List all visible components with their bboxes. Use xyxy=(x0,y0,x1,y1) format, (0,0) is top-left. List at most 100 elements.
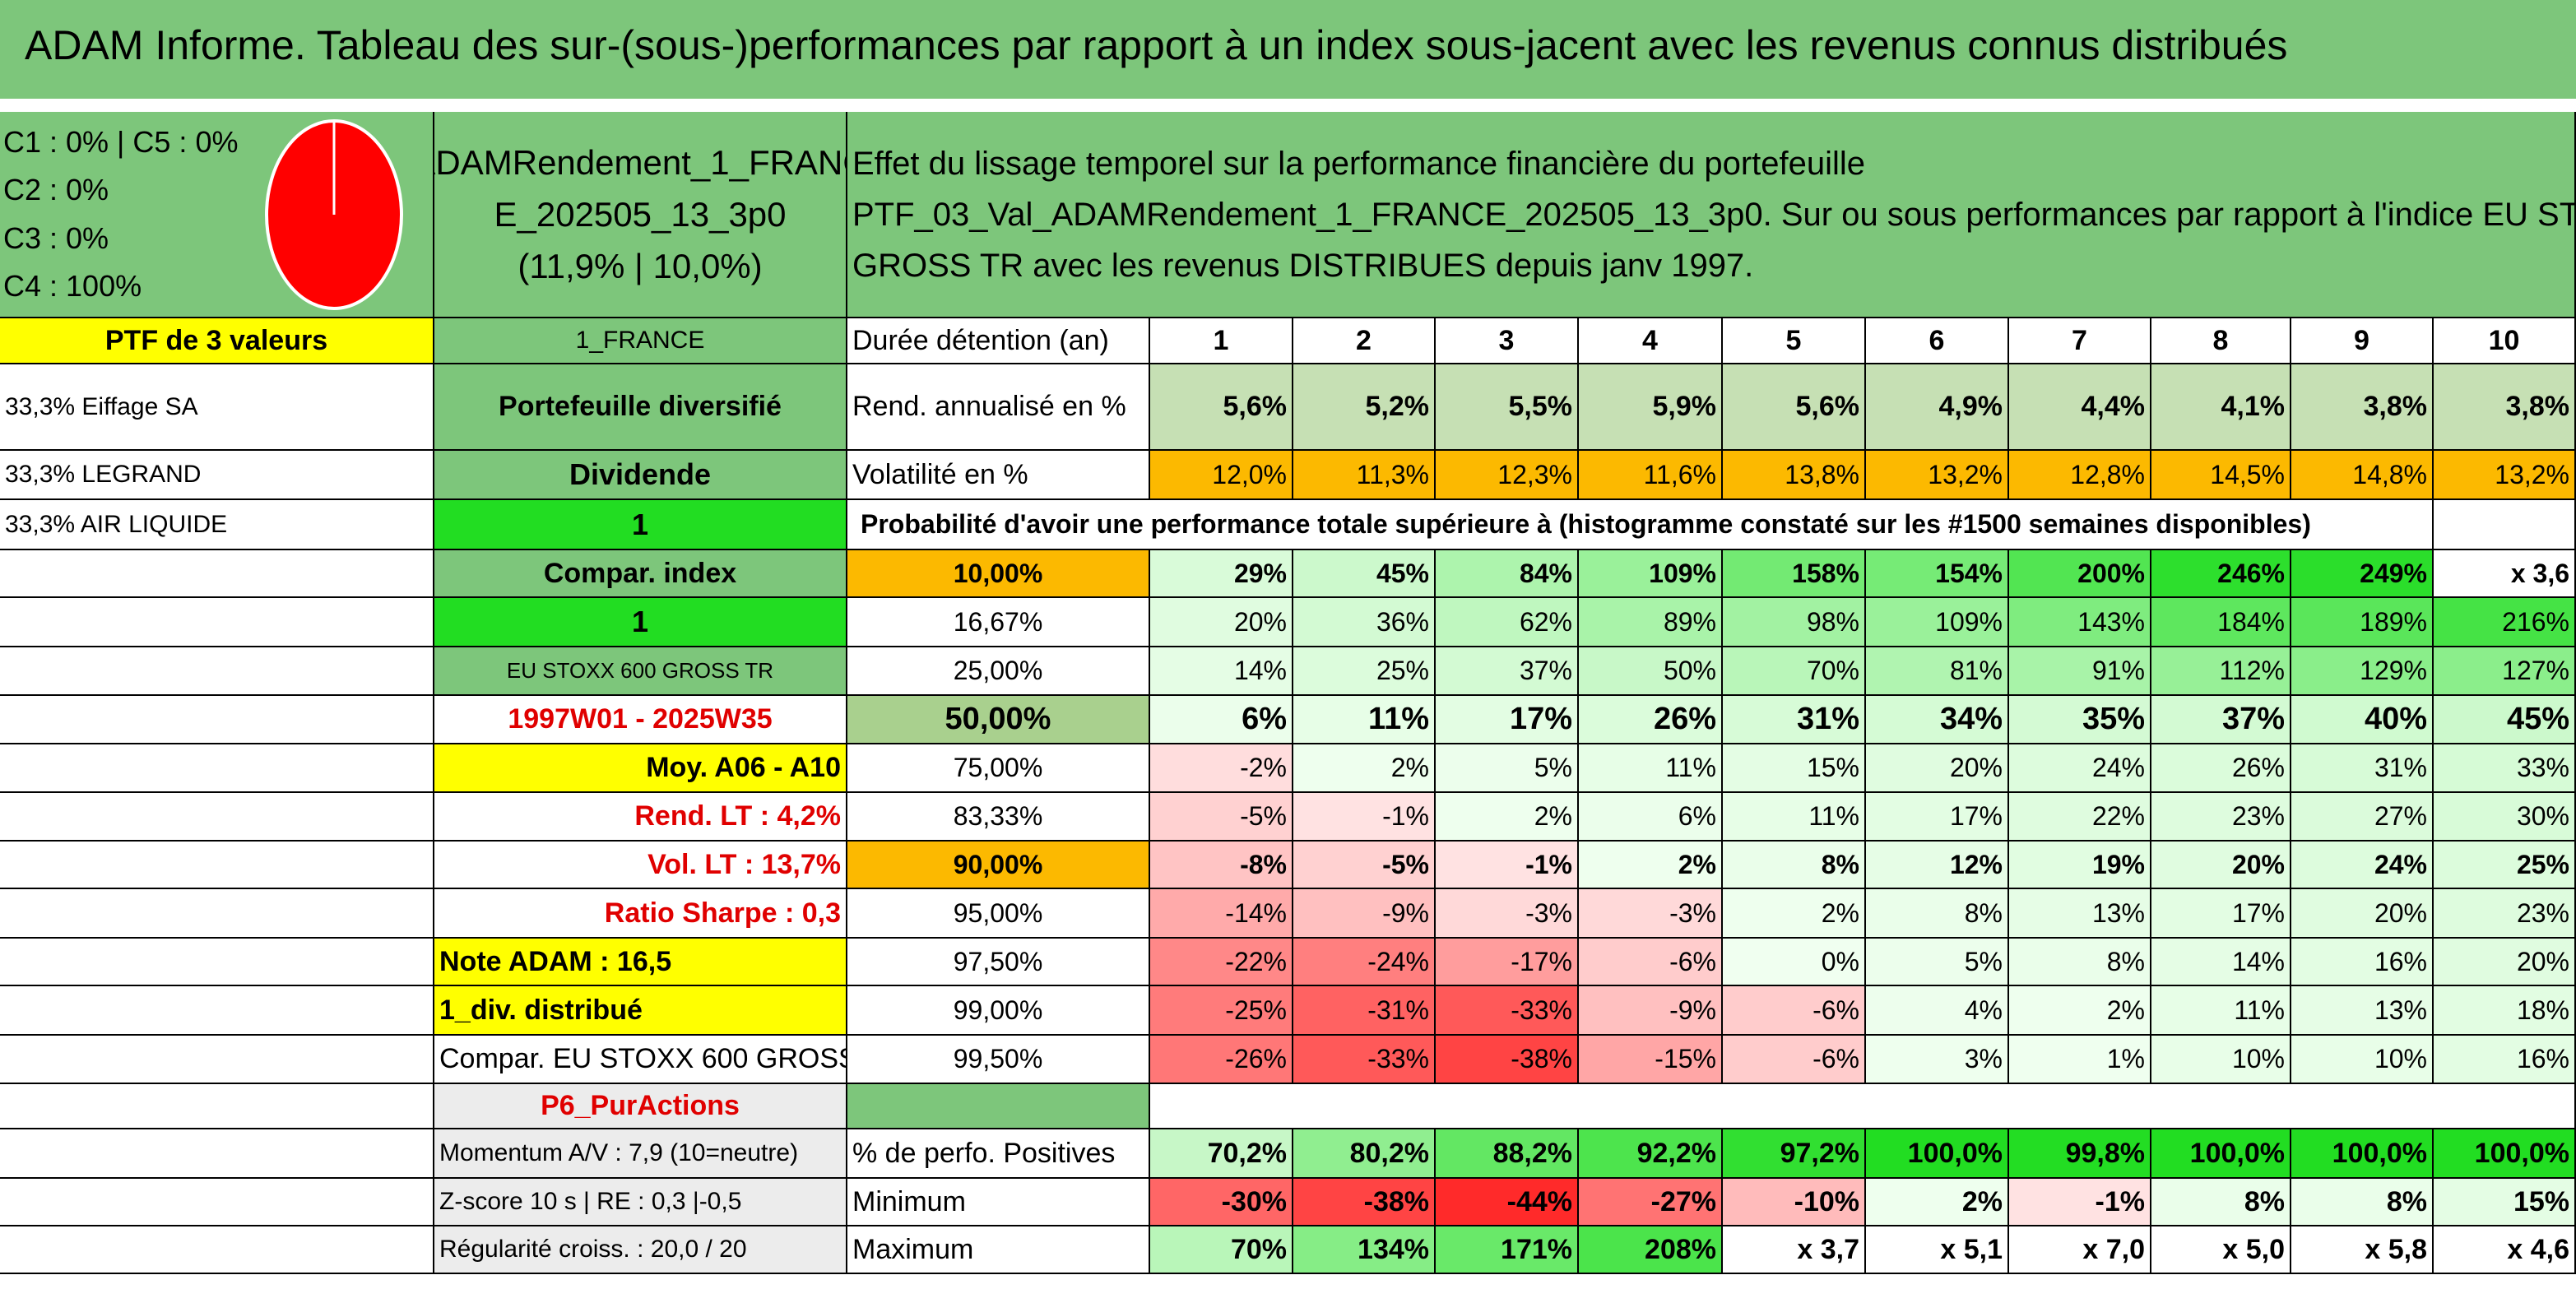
class-allocation-line-2: C2 : 0% xyxy=(3,173,109,207)
quantile-2-year-10: 216% xyxy=(2434,598,2576,647)
quantile-3-level: 25,00% xyxy=(847,647,1150,696)
quantile-6-year-1: -5% xyxy=(1150,793,1293,842)
portfolio-description-line-3: GROSS TR avec les revenus DISTRIBUES dep… xyxy=(852,247,1754,284)
quantile-10-year-2: -31% xyxy=(1293,986,1436,1036)
quantile-8-year-2: -9% xyxy=(1293,889,1436,939)
left-cell-19 xyxy=(0,1179,434,1226)
volatility-3: 12,3% xyxy=(1436,451,1579,500)
left-cell-9 xyxy=(0,696,434,744)
quantile-11-year-6: 3% xyxy=(1866,1036,2009,1084)
left-cell-4: 33,3% LEGRAND xyxy=(0,451,434,500)
quantile-2-year-4: 89% xyxy=(1579,598,1723,647)
quantile-5-year-6: 20% xyxy=(1866,744,2009,793)
profile-cell-6: 1 xyxy=(434,598,847,647)
quantile-3-year-9: 129% xyxy=(2291,647,2434,696)
positive-5: 97,2% xyxy=(1723,1129,1866,1179)
probability-label: Probabilité d'avoir une performance tota… xyxy=(847,500,2434,550)
profile-cell-16: P6_PurActions xyxy=(434,1084,847,1129)
quantile-4-year-3: 17% xyxy=(1436,696,1579,744)
quantile-1-year-4: 109% xyxy=(1579,550,1723,598)
minimum-label: Minimum xyxy=(847,1179,1150,1226)
report-header: ADAM Informe. Tableau des sur-(sous-)per… xyxy=(0,0,2576,99)
left-cell-1: PTF de 3 valeurs xyxy=(0,318,434,364)
quantile-7-year-8: 20% xyxy=(2151,842,2291,889)
quantile-5-year-3: 5% xyxy=(1436,744,1579,793)
profile-cell-8: 1997W01 - 2025W35 xyxy=(434,696,847,744)
quantile-5-year-10: 33% xyxy=(2434,744,2576,793)
quantile-3-year-6: 81% xyxy=(1866,647,2009,696)
horizon-8: 8 xyxy=(2151,318,2291,364)
minimum-2: -38% xyxy=(1293,1179,1436,1226)
maximum-7: x 7,0 xyxy=(2009,1226,2151,1274)
quantile-5-year-7: 24% xyxy=(2009,744,2151,793)
quantile-6-year-4: 6% xyxy=(1579,793,1723,842)
quantile-10-level: 99,00% xyxy=(847,986,1150,1036)
quantile-10-year-6: 4% xyxy=(1866,986,2009,1036)
quantile-9-year-8: 14% xyxy=(2151,939,2291,986)
quantile-9-year-1: -22% xyxy=(1150,939,1293,986)
minimum-4: -27% xyxy=(1579,1179,1723,1226)
quantile-6-year-10: 30% xyxy=(2434,793,2576,842)
quantile-8-year-3: -3% xyxy=(1436,889,1579,939)
horizon-4: 4 xyxy=(1579,318,1723,364)
quantile-7-year-9: 24% xyxy=(2291,842,2434,889)
horizon-9: 9 xyxy=(2291,318,2434,364)
horizon-3: 3 xyxy=(1436,318,1579,364)
quantile-9-year-7: 8% xyxy=(2009,939,2151,986)
quantile-3-year-2: 25% xyxy=(1293,647,1436,696)
quantile-1-level: 10,00% xyxy=(847,550,1150,598)
volatility-1: 12,0% xyxy=(1150,451,1293,500)
horizon-2: 2 xyxy=(1293,318,1436,364)
positive-1: 70,2% xyxy=(1150,1129,1293,1179)
quantile-5-year-4: 11% xyxy=(1579,744,1723,793)
probability-spare xyxy=(2434,500,2576,550)
quantile-8-year-8: 17% xyxy=(2151,889,2291,939)
profile-cell-12: Ratio Sharpe : 0,3 xyxy=(434,889,847,939)
volatility-5: 13,8% xyxy=(1723,451,1866,500)
quantile-7-year-7: 19% xyxy=(2009,842,2151,889)
profile-cell-7: EU STOXX 600 GROSS TR xyxy=(434,647,847,696)
maximum-2: 134% xyxy=(1293,1226,1436,1274)
portfolio-name-line-1: ADAMRendement_1_FRANC xyxy=(434,143,847,182)
positive-2: 80,2% xyxy=(1293,1129,1436,1179)
volatility-8: 14,5% xyxy=(2151,451,2291,500)
quantile-9-year-9: 16% xyxy=(2291,939,2434,986)
volatility-4: 11,6% xyxy=(1579,451,1723,500)
left-cell-14 xyxy=(0,939,434,986)
maximum-3: 171% xyxy=(1436,1226,1579,1274)
quantile-2-year-9: 189% xyxy=(2291,598,2434,647)
return-2: 5,2% xyxy=(1293,364,1436,451)
portfolio-description-line-1: Effet du lissage temporel sur la perform… xyxy=(852,145,1866,182)
quantile-11-year-2: -33% xyxy=(1293,1036,1436,1084)
quantile-8-year-6: 8% xyxy=(1866,889,2009,939)
profile-cell-17: Momentum A/V : 7,9 (10=neutre) xyxy=(434,1129,847,1179)
quantile-3-year-8: 112% xyxy=(2151,647,2291,696)
quantile-3-year-4: 50% xyxy=(1579,647,1723,696)
quantile-11-level: 99,50% xyxy=(847,1036,1150,1084)
left-cell-7 xyxy=(0,598,434,647)
quantile-1-year-8: 246% xyxy=(2151,550,2291,598)
quantile-5-level: 75,00% xyxy=(847,744,1150,793)
quantile-10-year-3: -33% xyxy=(1436,986,1579,1036)
left-cell-18 xyxy=(0,1129,434,1179)
quantile-11-year-3: -38% xyxy=(1436,1036,1579,1084)
quantile-11-year-7: 1% xyxy=(2009,1036,2151,1084)
allocation-pie-chart xyxy=(265,119,403,310)
horizon-10: 10 xyxy=(2434,318,2576,364)
quantile-4-year-1: 6% xyxy=(1150,696,1293,744)
quantile-6-year-3: 2% xyxy=(1436,793,1579,842)
profile-cell-1: 1_FRANCE xyxy=(434,318,847,364)
horizon-7: 7 xyxy=(2009,318,2151,364)
minimum-9: 8% xyxy=(2291,1179,2434,1226)
quantile-3-year-1: 14% xyxy=(1150,647,1293,696)
spacer-blank xyxy=(1150,1084,2576,1129)
maximum-4: 208% xyxy=(1579,1226,1723,1274)
profile-cell-13: Note ADAM : 16,5 xyxy=(434,939,847,986)
return-3: 5,5% xyxy=(1436,364,1579,451)
quantile-2-year-1: 20% xyxy=(1150,598,1293,647)
quantile-10-year-8: 11% xyxy=(2151,986,2291,1036)
portfolio-description: Effet du lissage temporel sur la perform… xyxy=(847,112,2576,318)
portfolio-name-line-2: E_202505_13_3p0 xyxy=(494,195,787,234)
profile-cell-14: 1_div. distribué xyxy=(434,986,847,1036)
quantile-9-year-3: -17% xyxy=(1436,939,1579,986)
